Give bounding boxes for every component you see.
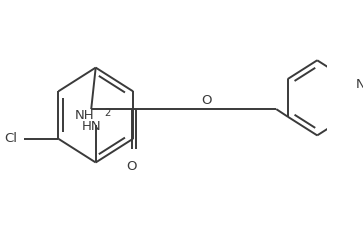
Text: O: O [201,94,211,107]
Text: O: O [126,160,137,173]
Text: HN: HN [81,120,101,133]
Text: Cl: Cl [4,132,17,145]
Text: N: N [356,77,363,91]
Text: 2: 2 [105,108,111,118]
Text: NH: NH [74,109,94,122]
